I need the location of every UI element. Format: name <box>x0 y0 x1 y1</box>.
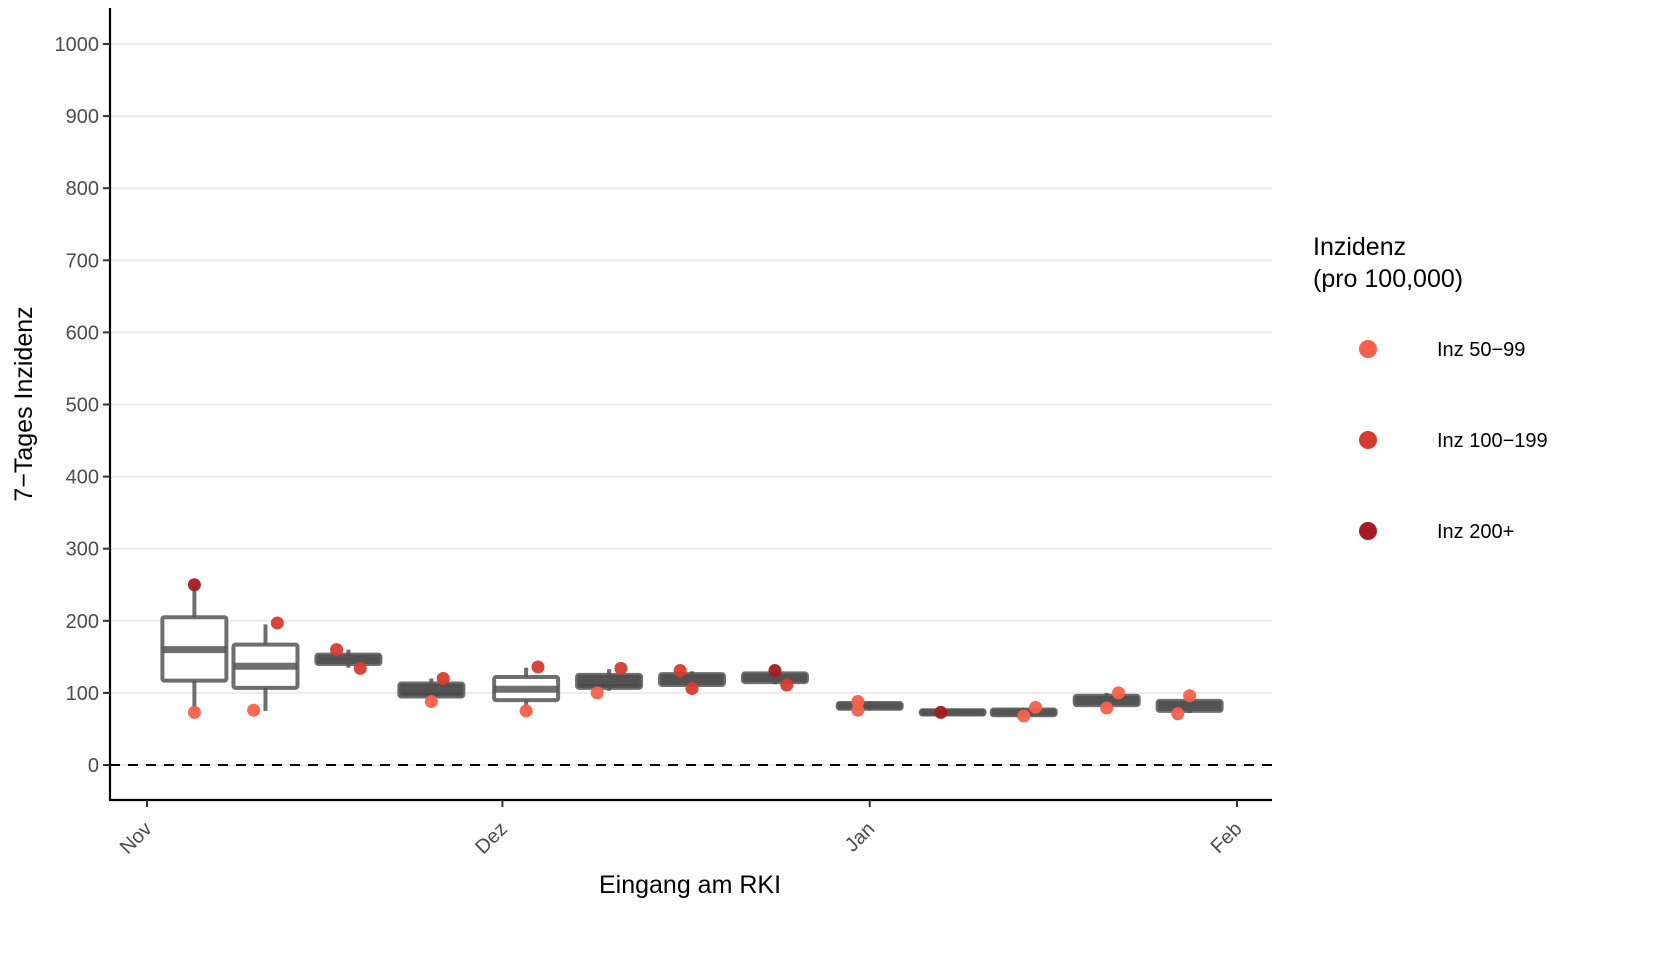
data-point <box>673 664 687 678</box>
y-tick-label: 500 <box>66 395 99 417</box>
y-tick-label: 700 <box>66 250 99 272</box>
data-point <box>270 616 284 630</box>
x-tick-label: Feb <box>1207 818 1247 858</box>
y-tick-label: 0 <box>88 755 99 777</box>
data-point <box>851 703 865 717</box>
data-point <box>424 695 438 709</box>
data-point <box>1100 701 1114 715</box>
legend-item: Inz 100−199 <box>1359 430 1548 452</box>
data-point <box>531 660 545 674</box>
data-point <box>1171 707 1185 721</box>
box <box>835 700 904 711</box>
y-tick-label: 900 <box>66 106 99 128</box>
x-ticks: Nov Dez Jan Feb <box>116 800 1247 859</box>
legend-item: Inz 50−99 <box>1359 339 1525 361</box>
data-points <box>187 578 1197 723</box>
box <box>231 624 300 711</box>
box <box>160 584 229 711</box>
data-point <box>330 643 344 657</box>
legend-title-line2: (pro 100,000) <box>1313 265 1463 293</box>
legend-title-line1: Inzidenz <box>1313 233 1406 261</box>
data-point <box>436 671 450 685</box>
data-point <box>1029 700 1043 714</box>
data-point <box>780 678 794 692</box>
x-tick-label: Nov <box>116 818 157 859</box>
legend-swatch <box>1359 340 1377 358</box>
data-point <box>187 705 201 719</box>
y-axis-title: 7−Tages Inzidenz <box>10 306 38 501</box>
x-tick-label: Dez <box>471 818 512 859</box>
x-tick-label: Jan <box>841 818 879 856</box>
legend-items: Inz 50−99 Inz 100−199 Inz 200+ <box>1359 339 1548 543</box>
legend: Inzidenz (pro 100,000) Inz 50−99 Inz 100−… <box>1313 233 1548 543</box>
box <box>575 669 644 691</box>
box <box>314 649 383 668</box>
y-tick-label: 1000 <box>55 34 100 56</box>
box <box>740 671 809 685</box>
y-tick-label: 800 <box>66 178 99 200</box>
y-tick-label: 200 <box>66 611 99 633</box>
data-point <box>768 664 782 678</box>
data-point <box>247 703 261 717</box>
box-plots <box>160 584 1224 718</box>
data-point <box>685 682 699 696</box>
legend-label: Inz 200+ <box>1437 521 1514 543</box>
data-point <box>1112 686 1126 700</box>
data-point <box>614 661 628 675</box>
x-axis-title: Eingang am RKI <box>599 871 781 899</box>
y-tick-label: 400 <box>66 467 99 489</box>
legend-label: Inz 50−99 <box>1437 339 1525 361</box>
data-point <box>353 661 367 675</box>
data-point <box>519 704 533 718</box>
data-point <box>1183 689 1197 703</box>
legend-swatch <box>1359 431 1377 449</box>
y-tick-label: 600 <box>66 322 99 344</box>
data-point <box>590 686 604 700</box>
grid-lines <box>110 43 1272 766</box>
data-point <box>934 705 948 719</box>
data-point <box>187 578 201 592</box>
box <box>918 708 987 717</box>
legend-item: Inz 200+ <box>1359 521 1514 543</box>
y-ticks: 0 100 200 300 400 500 600 700 800 900 1000 <box>55 34 110 777</box>
y-tick-label: 100 <box>66 683 99 705</box>
box <box>492 667 561 711</box>
data-point <box>1017 709 1031 723</box>
legend-swatch <box>1359 522 1377 540</box>
legend-label: Inz 100−199 <box>1437 430 1548 452</box>
y-tick-label: 300 <box>66 539 99 561</box>
